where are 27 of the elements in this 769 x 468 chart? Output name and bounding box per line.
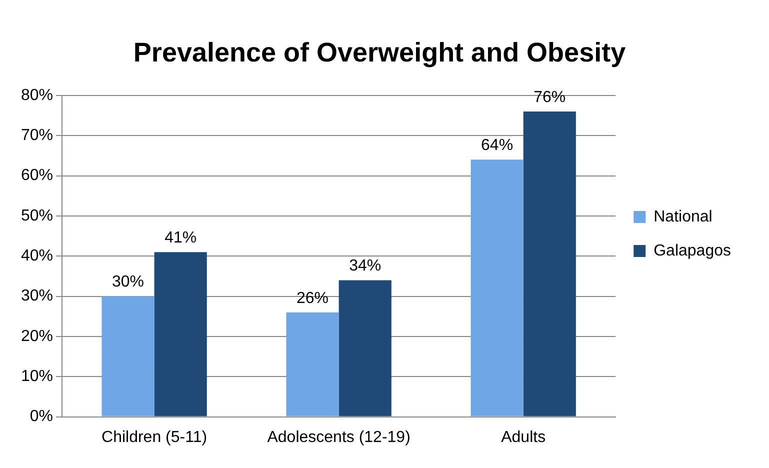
- y-tick-label: 0%: [30, 408, 54, 426]
- y-tick-label: 80%: [20, 86, 54, 104]
- x-tick-label: Children (5-11): [102, 428, 208, 446]
- chart-title: Prevalence of Overweight and Obesity: [133, 38, 626, 68]
- data-label: 26%: [296, 290, 329, 307]
- data-label: 76%: [534, 88, 566, 106]
- bar: [154, 252, 207, 416]
- y-tick-label: 70%: [20, 126, 54, 144]
- y-tick-label: 60%: [20, 167, 54, 184]
- x-tick-label: Adults: [501, 428, 546, 446]
- data-label: 64%: [481, 137, 514, 154]
- data-label: 41%: [164, 229, 197, 246]
- bar: [470, 160, 524, 416]
- bar: [102, 296, 154, 416]
- bar: [523, 111, 576, 416]
- legend-label: National: [654, 208, 712, 226]
- y-tick-label: 50%: [20, 207, 54, 224]
- legend-label: Galapagos: [654, 242, 731, 260]
- x-tick-label: Adolescents (12-19): [267, 428, 410, 446]
- bar: [338, 280, 392, 416]
- y-tick-label: 10%: [20, 368, 54, 386]
- y-tick-label: 20%: [20, 328, 54, 345]
- y-tick-label: 30%: [20, 288, 54, 305]
- bar: [286, 312, 339, 416]
- y-tick-label: 40%: [20, 248, 54, 265]
- data-label: 34%: [349, 258, 382, 275]
- data-label: 30%: [112, 274, 144, 291]
